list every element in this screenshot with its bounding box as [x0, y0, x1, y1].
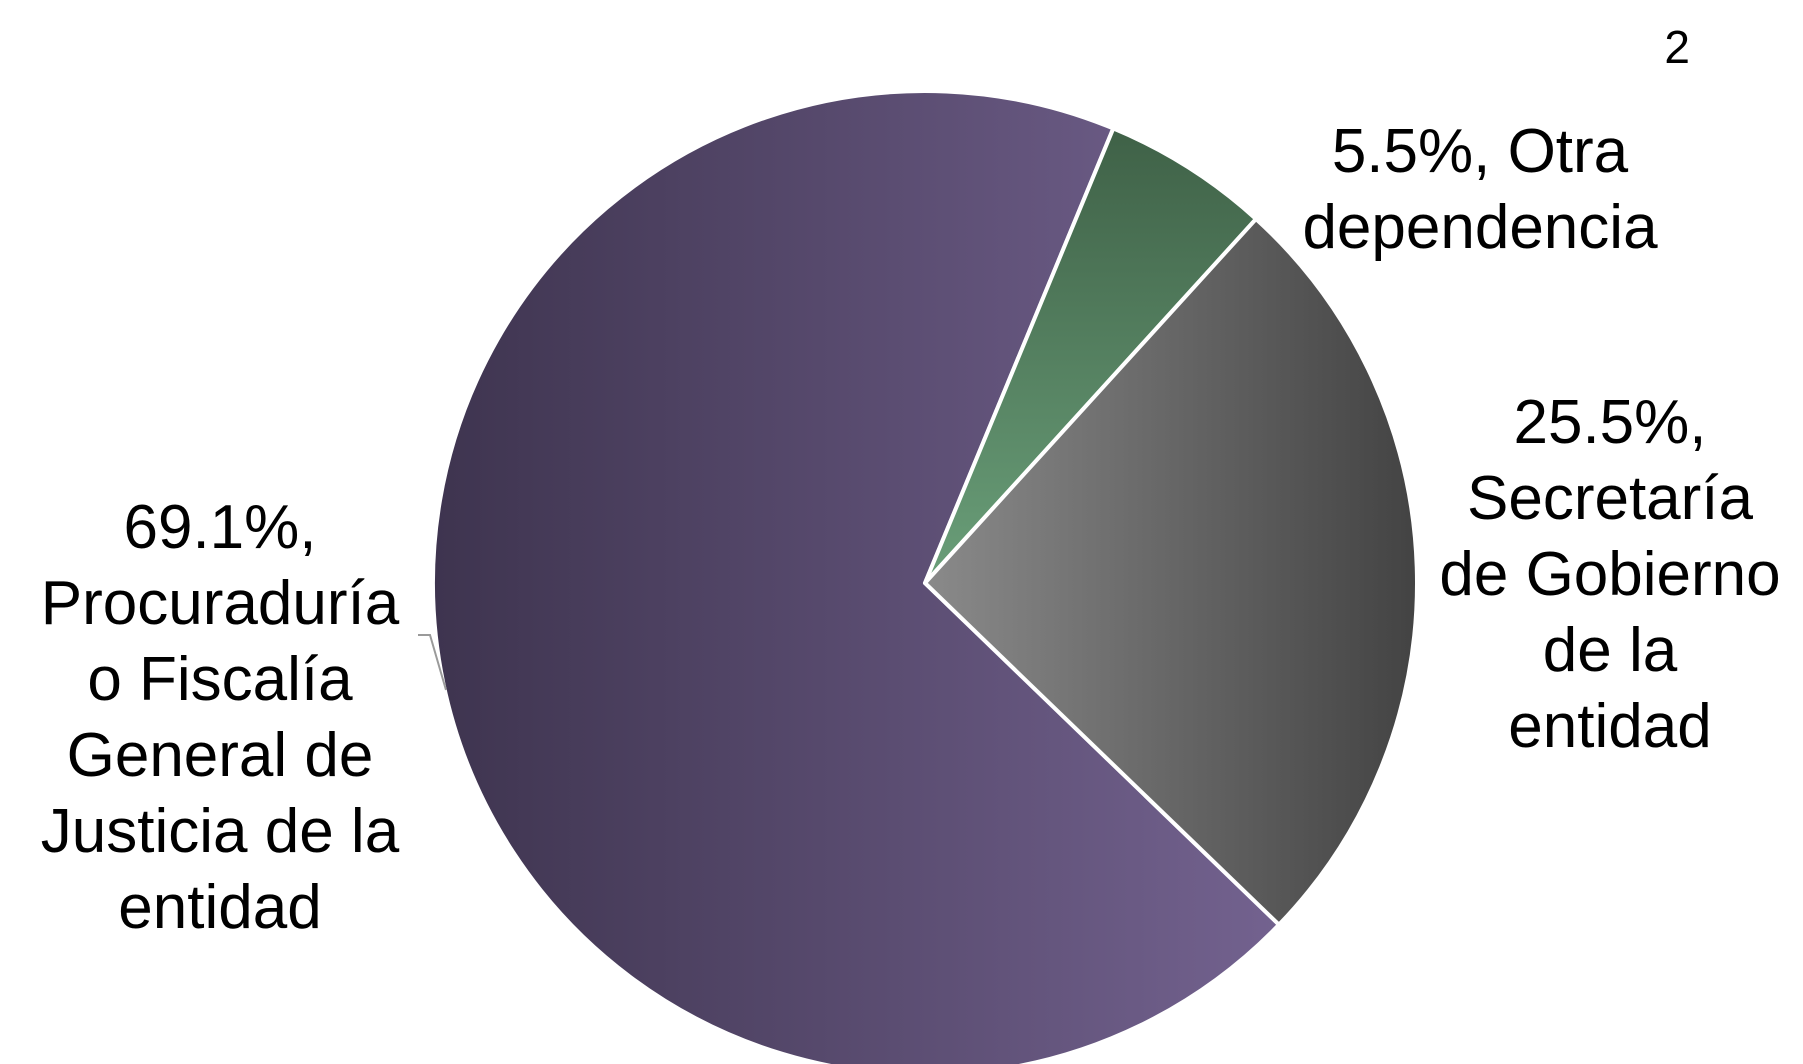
data-label-otra-dependencia: 5.5%, Otra dependencia 2: [1220, 22, 1740, 342]
data-label-secretaria: 25.5%, Secretaría de Gobierno de la enti…: [1439, 388, 1781, 761]
pie-slice-otra-dependencia: [923, 126, 1258, 585]
data-label-procuraduria: 69.1%, Procuraduría o Fiscalía General d…: [40, 493, 400, 942]
data-label-otra-text: 5.5%, Otra dependencia: [1302, 117, 1658, 262]
pie-slice-secretaria: [923, 216, 1419, 927]
footnote-superscript: 2: [1664, 21, 1690, 73]
leader-line-procuraduria: [418, 634, 447, 691]
